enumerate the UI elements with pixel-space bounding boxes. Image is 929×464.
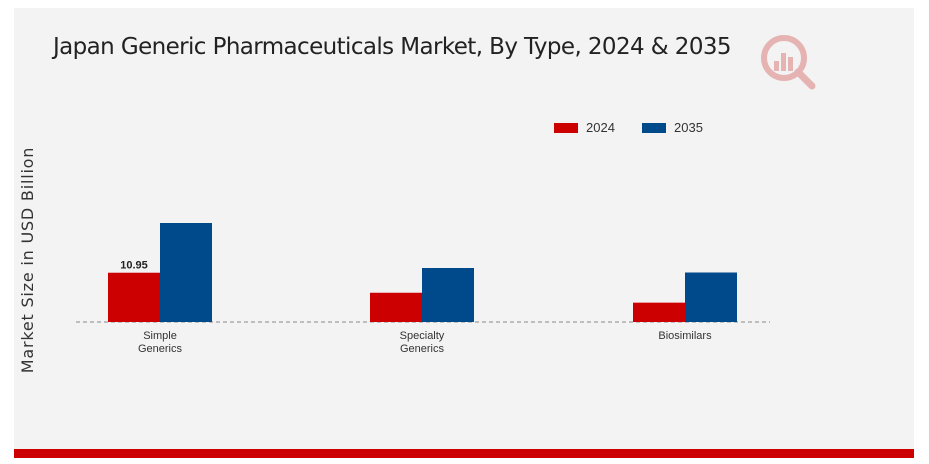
bar-2024-0	[108, 272, 160, 322]
chart-title: Japan Generic Pharmaceuticals Market, By…	[53, 34, 732, 60]
bar-chart-magnifier-icon	[757, 31, 819, 93]
bottom-accent-bar	[14, 449, 914, 458]
data-label: 10.95	[120, 260, 148, 272]
legend-label-2035: 2035	[674, 120, 703, 135]
bar-2024-1	[370, 292, 422, 322]
bar-2035-1	[422, 268, 474, 322]
legend-label-2024: 2024	[586, 120, 615, 135]
x-tick-label: Simple Generics	[138, 330, 183, 355]
x-tick-label: Biosimilars	[658, 330, 712, 342]
legend-swatch-2024	[554, 123, 578, 133]
legend-swatch-2035	[642, 123, 666, 133]
x-tick-label: Specialty Generics	[400, 330, 445, 355]
bar-2024-2	[633, 302, 685, 322]
bar-2035-2	[685, 272, 737, 322]
bar-2035-0	[160, 223, 212, 322]
